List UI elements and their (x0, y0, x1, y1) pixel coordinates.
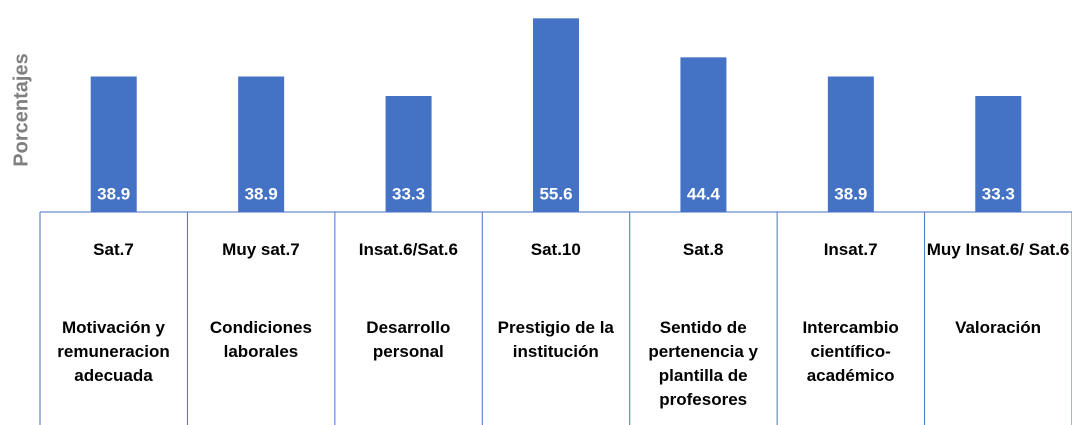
value-label: 33.3 (392, 184, 425, 203)
bar (680, 57, 727, 213)
category-label: Intercambio científico-académico (802, 318, 899, 385)
bar (385, 96, 432, 212)
bar (533, 18, 579, 213)
category-code: Sat.7 (93, 240, 134, 259)
category-code: Insat.7 (823, 240, 878, 259)
category-code: Muy sat.7 (222, 240, 300, 259)
category-label: Prestigio de la institución (497, 318, 614, 361)
value-label: 33.3 (982, 184, 1015, 203)
value-label: 55.6 (539, 184, 572, 203)
category-label: Motivación y remuneracion adecuada (57, 318, 170, 385)
category-label: Sentido de pertenencia y plantilla de pr… (648, 318, 758, 409)
value-label: 38.9 (97, 184, 130, 203)
value-label: 38.9 (245, 184, 278, 203)
value-label: 44.4 (687, 184, 721, 203)
value-label: 38.9 (834, 184, 867, 203)
category-code: Sat.8 (682, 240, 724, 259)
bar (975, 96, 1022, 212)
category-code: Muy Insat.6/ Sat.6 (926, 240, 1070, 259)
category-label: Condiciones laborales (209, 318, 312, 361)
y-axis-label: Porcentajes (10, 53, 32, 166)
category-label: Desarrollo personal (366, 318, 451, 361)
category-label: Valoración (955, 318, 1042, 337)
bar (827, 76, 874, 212)
bar (90, 76, 137, 212)
category-code: Sat.10 (530, 240, 581, 259)
bar (238, 76, 285, 212)
category-code: Insat.6/Sat.6 (358, 240, 458, 259)
